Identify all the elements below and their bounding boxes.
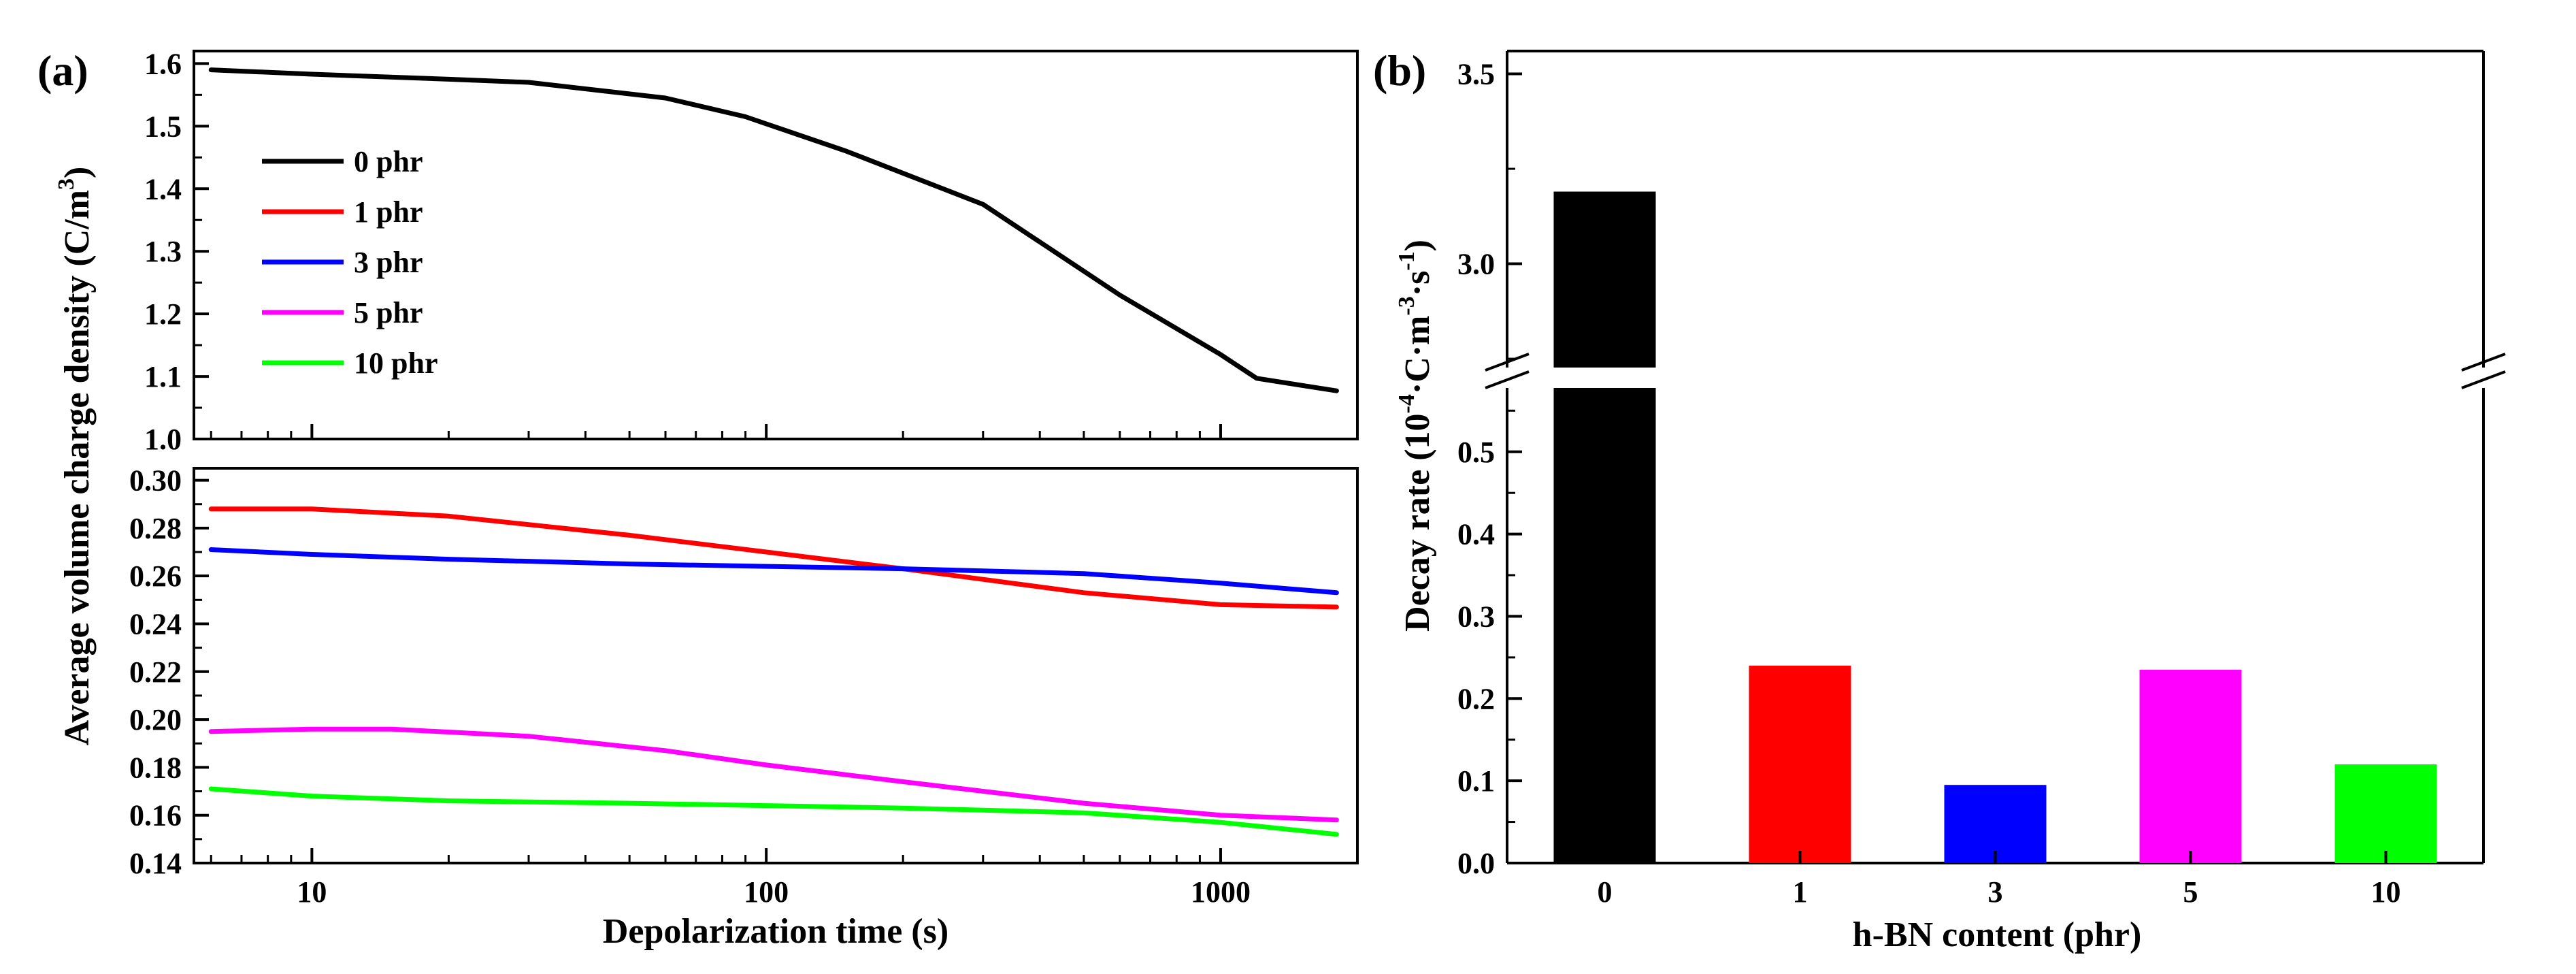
b-x-tick-label: 10 xyxy=(2371,875,2401,909)
b-x-tick-label: 0 xyxy=(1598,875,1613,909)
b-y-title-mid: ·C·m xyxy=(1398,316,1437,395)
y-axis-title-sup: 3 xyxy=(54,178,79,190)
lower-y-axis: 0.14 0.16 0.18 0.20 0.22 0.24 0.26 0.28 0.30 xyxy=(129,464,209,880)
bar-3 xyxy=(1944,785,2047,863)
series-line-0-phr xyxy=(208,67,1339,393)
series-line-1-phr xyxy=(208,506,1339,610)
lower-y-tick-label: 0.14 xyxy=(129,847,182,880)
b-y-tick-label: 0.2 xyxy=(1457,682,1495,715)
upper-y-axis: 1.0 1.1 1.2 1.3 1.4 1.5 1.6 xyxy=(144,47,209,456)
x-axis: 10 100 1000 xyxy=(210,424,1359,909)
x-axis-title: Depolarization time (s) xyxy=(603,912,948,951)
upper-y-tick-label: 1.6 xyxy=(144,47,182,80)
b-x-tick-label: 1 xyxy=(1793,875,1808,909)
panel-a-label: (a) xyxy=(37,46,88,95)
bar-0 xyxy=(1553,191,1656,864)
legend: 0 phr 1 phr 3 phr 5 phr 10 phr xyxy=(262,145,437,380)
b-y-axis: 0.0 0.1 0.2 0.3 0.4 0.5 3.0 3.5 xyxy=(1457,57,1522,880)
b-y-title-main: Decay rate (10 xyxy=(1398,413,1437,632)
b-y-tick-label: 0.3 xyxy=(1457,600,1495,633)
lower-plot-frame xyxy=(193,467,1359,864)
b-y-title-sup1: -4 xyxy=(1394,394,1419,413)
lower-y-tick-label: 0.30 xyxy=(129,464,182,498)
bar-10 xyxy=(2334,764,2437,863)
b-y-title-end: ) xyxy=(1398,240,1437,251)
y-axis-title-end: ) xyxy=(58,167,97,178)
b-y-tick-label: 0.1 xyxy=(1457,764,1495,798)
y-axis-title-main: Average volume charge density (C/m xyxy=(58,190,97,745)
x-tick-label: 100 xyxy=(744,875,789,909)
lower-y-tick-label: 0.20 xyxy=(129,703,182,736)
break-slash xyxy=(1485,370,1530,389)
upper-y-tick-label: 1.4 xyxy=(144,172,182,206)
upper-y-tick-label: 1.5 xyxy=(144,110,182,143)
b-y-tick-label: 3.0 xyxy=(1457,248,1495,281)
legend-label: 1 phr xyxy=(354,195,423,229)
b-x-tick-label: 3 xyxy=(1988,875,2003,909)
lower-y-tick-label: 0.28 xyxy=(129,512,182,545)
b-y-tick-label: 0.5 xyxy=(1457,436,1495,469)
bar-1 xyxy=(1749,665,1851,863)
b-x-tick-label: 5 xyxy=(2183,875,2198,909)
break-slash xyxy=(2461,370,2506,389)
panel-b: (b) 0.0 0.1 0.2 0.3 0.4 0.5 3.0 3.5 0 1 3 5 10 h-BN… xyxy=(1373,46,2506,954)
upper-y-tick-label: 1.1 xyxy=(144,360,182,393)
upper-plot-frame xyxy=(193,50,1359,440)
break-slash xyxy=(1485,353,1530,372)
upper-y-tick-label: 1.3 xyxy=(144,235,182,268)
b-y-axis-title: Decay rate (10-4·C·m-3·s-1) xyxy=(1394,240,1437,632)
break-gap xyxy=(1503,368,1739,388)
break-slash xyxy=(2461,353,2506,372)
series-line-5-phr xyxy=(208,726,1339,823)
upper-y-tick-label: 1.0 xyxy=(144,423,182,456)
lower-y-tick-label: 0.24 xyxy=(129,607,182,640)
axis-break-marks xyxy=(1485,353,2506,389)
panel-a: (a) 1.01.11.21.31.41.51.6 0.140.160.180.… xyxy=(37,46,1359,951)
bar-5 xyxy=(2139,670,2242,863)
lower-y-tick-label: 0.16 xyxy=(129,799,182,832)
legend-label: 10 phr xyxy=(354,346,437,380)
b-y-title-mid2: ·s xyxy=(1398,271,1437,297)
series-lines xyxy=(208,67,1339,837)
x-tick-label: 10 xyxy=(297,875,327,909)
upper-y-tick-label: 1.2 xyxy=(144,297,182,331)
legend-label: 3 phr xyxy=(354,246,423,279)
b-y-tick-label: 3.5 xyxy=(1457,57,1495,91)
legend-label: 5 phr xyxy=(354,296,423,329)
lower-y-tick-label: 0.22 xyxy=(129,655,182,689)
series-line-3-phr xyxy=(208,547,1339,596)
y-axis-title: Average volume charge density (C/m3) xyxy=(54,167,97,746)
x-tick-label: 1000 xyxy=(1191,875,1251,909)
b-y-tick-label: 0.0 xyxy=(1457,847,1495,880)
b-y-title-sup3: -1 xyxy=(1394,251,1419,270)
b-x-axis-title: h-BN content (phr) xyxy=(1853,915,2142,954)
panel-b-label: (b) xyxy=(1373,46,1426,95)
lower-y-tick-label: 0.18 xyxy=(129,751,182,784)
b-y-tick-label: 0.4 xyxy=(1457,518,1495,551)
lower-y-tick-label: 0.26 xyxy=(129,559,182,593)
b-x-axis: 0 1 3 5 10 xyxy=(1598,851,2401,909)
legend-label: 0 phr xyxy=(354,145,423,178)
series-line-10-phr xyxy=(208,786,1339,837)
b-y-title-sup2: -3 xyxy=(1394,296,1419,315)
b-bars xyxy=(1553,191,2437,864)
